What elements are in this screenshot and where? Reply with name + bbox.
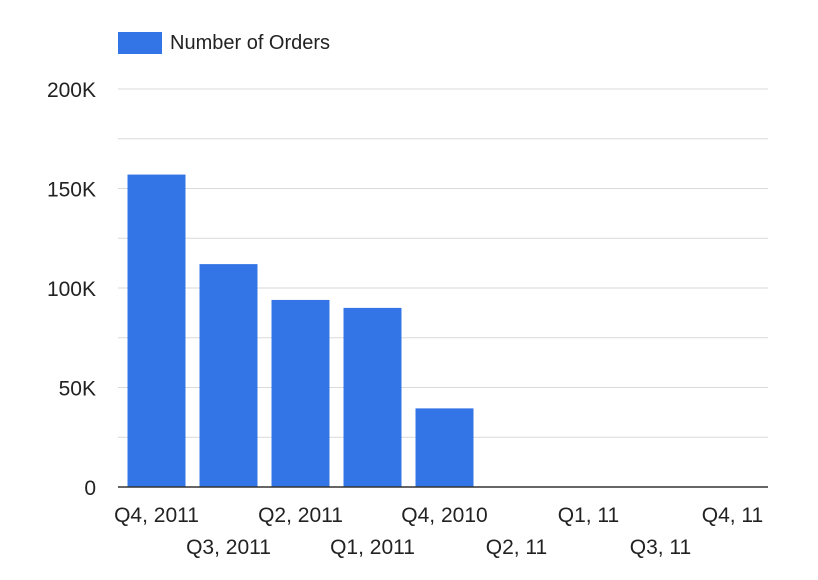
y-tick-label: 0	[84, 477, 96, 500]
legend-swatch	[118, 32, 162, 54]
legend-label: Number of Orders	[170, 31, 331, 54]
x-tick-label: Q2, 11	[486, 536, 547, 559]
x-tick-label: Q2, 2011	[258, 504, 343, 527]
y-tick-label: 50K	[59, 378, 96, 401]
x-tick-label: Q4, 11	[702, 504, 763, 527]
y-tick-label: 150K	[47, 179, 96, 202]
legend: Number of Orders	[118, 28, 330, 58]
x-tick-label: Q4, 2011	[114, 504, 199, 527]
bar-0[interactable]	[127, 174, 186, 487]
x-tick-label: Q3, 11	[630, 536, 691, 559]
x-tick-label: Q4, 2010	[401, 504, 487, 527]
bar-3[interactable]	[343, 307, 402, 487]
bar-1[interactable]	[199, 264, 258, 487]
x-tick-label: Q1, 2011	[330, 536, 415, 559]
bar-4[interactable]	[415, 408, 474, 487]
x-tick-label: Q1, 11	[558, 504, 619, 527]
x-tick-label: Q3, 2011	[186, 536, 271, 559]
y-tick-label: 200K	[47, 79, 96, 102]
y-tick-label: 100K	[47, 278, 96, 301]
bar-2[interactable]	[271, 299, 330, 487]
